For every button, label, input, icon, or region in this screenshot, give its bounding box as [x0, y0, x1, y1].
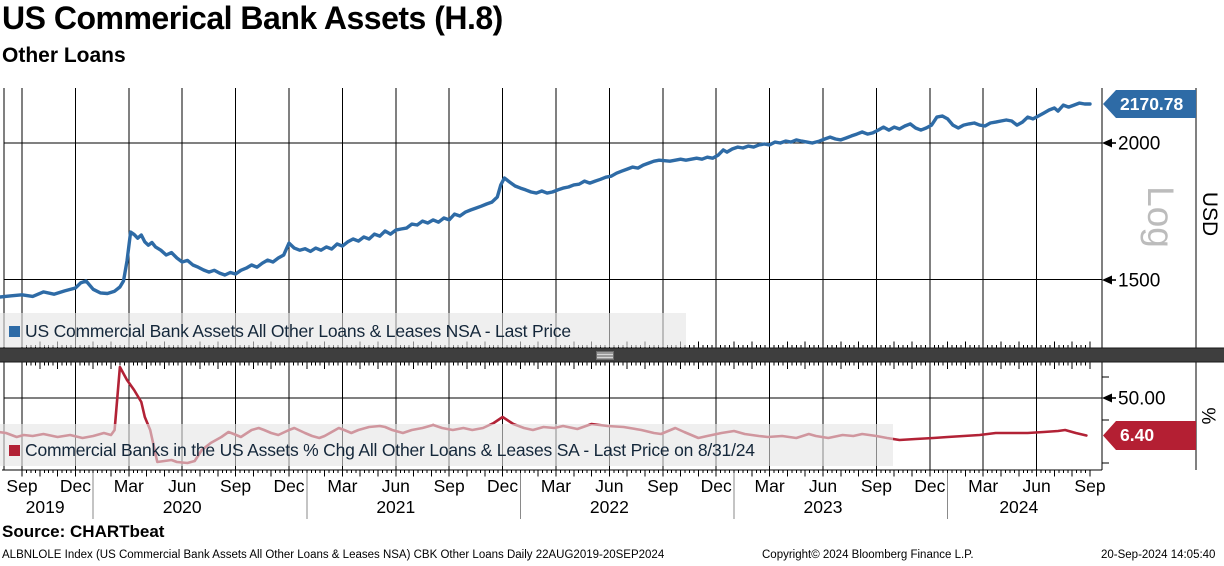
- svg-text:2020: 2020: [163, 497, 202, 517]
- svg-text:Jun: Jun: [1022, 476, 1050, 496]
- svg-text:Sep: Sep: [647, 476, 678, 496]
- top-series-swatch-icon: [9, 326, 20, 337]
- svg-text:Jun: Jun: [168, 476, 196, 496]
- svg-text:Sep: Sep: [861, 476, 892, 496]
- svg-text:2023: 2023: [804, 497, 843, 517]
- svg-text:Sep: Sep: [1074, 476, 1105, 496]
- percent-axis-unit-label: %: [1197, 407, 1218, 425]
- svg-text:Mar: Mar: [968, 476, 998, 496]
- svg-text:Dec: Dec: [60, 476, 91, 496]
- svg-text:Mar: Mar: [114, 476, 144, 496]
- log-scale-label: Log: [1140, 186, 1181, 248]
- top-last-price-tag: 2170.78: [1103, 90, 1196, 118]
- svg-text:Sep: Sep: [6, 476, 37, 496]
- bottom-series-legend[interactable]: Commercial Banks in the US Assets % Chg …: [9, 440, 755, 461]
- svg-text:2000: 2000: [1118, 134, 1160, 155]
- bottom-series-legend-label: Commercial Banks in the US Assets % Chg …: [25, 440, 755, 460]
- svg-text:Mar: Mar: [541, 476, 571, 496]
- svg-text:Dec: Dec: [914, 476, 945, 496]
- svg-text:Mar: Mar: [327, 476, 357, 496]
- svg-text:2019: 2019: [26, 497, 65, 517]
- svg-text:2024: 2024: [999, 497, 1038, 517]
- page-subtitle: Other Loans: [2, 44, 126, 67]
- svg-text:50.00: 50.00: [1118, 389, 1166, 410]
- footer-copyright: Copyright© 2024 Bloomberg Finance L.P.: [762, 549, 974, 561]
- svg-text:2022: 2022: [590, 497, 629, 517]
- top-series-legend[interactable]: US Commercial Bank Assets All Other Loan…: [9, 321, 571, 342]
- bottom-series-swatch-icon: [9, 445, 20, 456]
- svg-text:Dec: Dec: [487, 476, 518, 496]
- svg-text:2021: 2021: [376, 497, 415, 517]
- svg-text:1500: 1500: [1118, 271, 1160, 292]
- panel-splitter-handle[interactable]: [596, 351, 614, 360]
- usd-axis-unit-label: USD: [1198, 191, 1221, 237]
- bottom-last-price-tag: 6.40: [1103, 421, 1196, 450]
- bottom-legend-band: [0, 424, 893, 466]
- footer-ticker-info: ALBNLOLE Index (US Commercial Bank Asset…: [2, 549, 665, 561]
- svg-text:Sep: Sep: [434, 476, 465, 496]
- page-title: US Commerical Bank Assets (H.8): [2, 0, 503, 36]
- svg-text:Mar: Mar: [755, 476, 785, 496]
- svg-text:Dec: Dec: [701, 476, 732, 496]
- svg-text:Dec: Dec: [273, 476, 304, 496]
- svg-text:Jun: Jun: [809, 476, 837, 496]
- top-legend-band: [0, 313, 686, 347]
- svg-text:Jun: Jun: [595, 476, 623, 496]
- top-series-legend-label: US Commercial Bank Assets All Other Loan…: [25, 321, 571, 341]
- svg-text:Sep: Sep: [220, 476, 251, 496]
- source-label: Source: CHARTbeat: [2, 522, 165, 541]
- footer-datetime: 20-Sep-2024 14:05:40: [1101, 549, 1216, 561]
- svg-text:Jun: Jun: [382, 476, 410, 496]
